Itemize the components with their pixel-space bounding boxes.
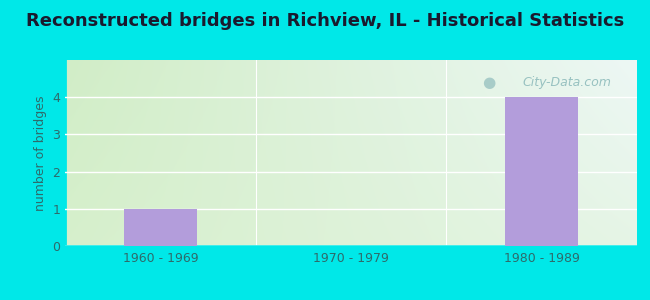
Text: City-Data.com: City-Data.com — [523, 76, 612, 89]
Y-axis label: number of bridges: number of bridges — [34, 95, 47, 211]
Text: Reconstructed bridges in Richview, IL - Historical Statistics: Reconstructed bridges in Richview, IL - … — [26, 12, 624, 30]
Text: ●: ● — [482, 75, 495, 90]
Bar — [124, 209, 196, 246]
Bar — [506, 97, 578, 246]
